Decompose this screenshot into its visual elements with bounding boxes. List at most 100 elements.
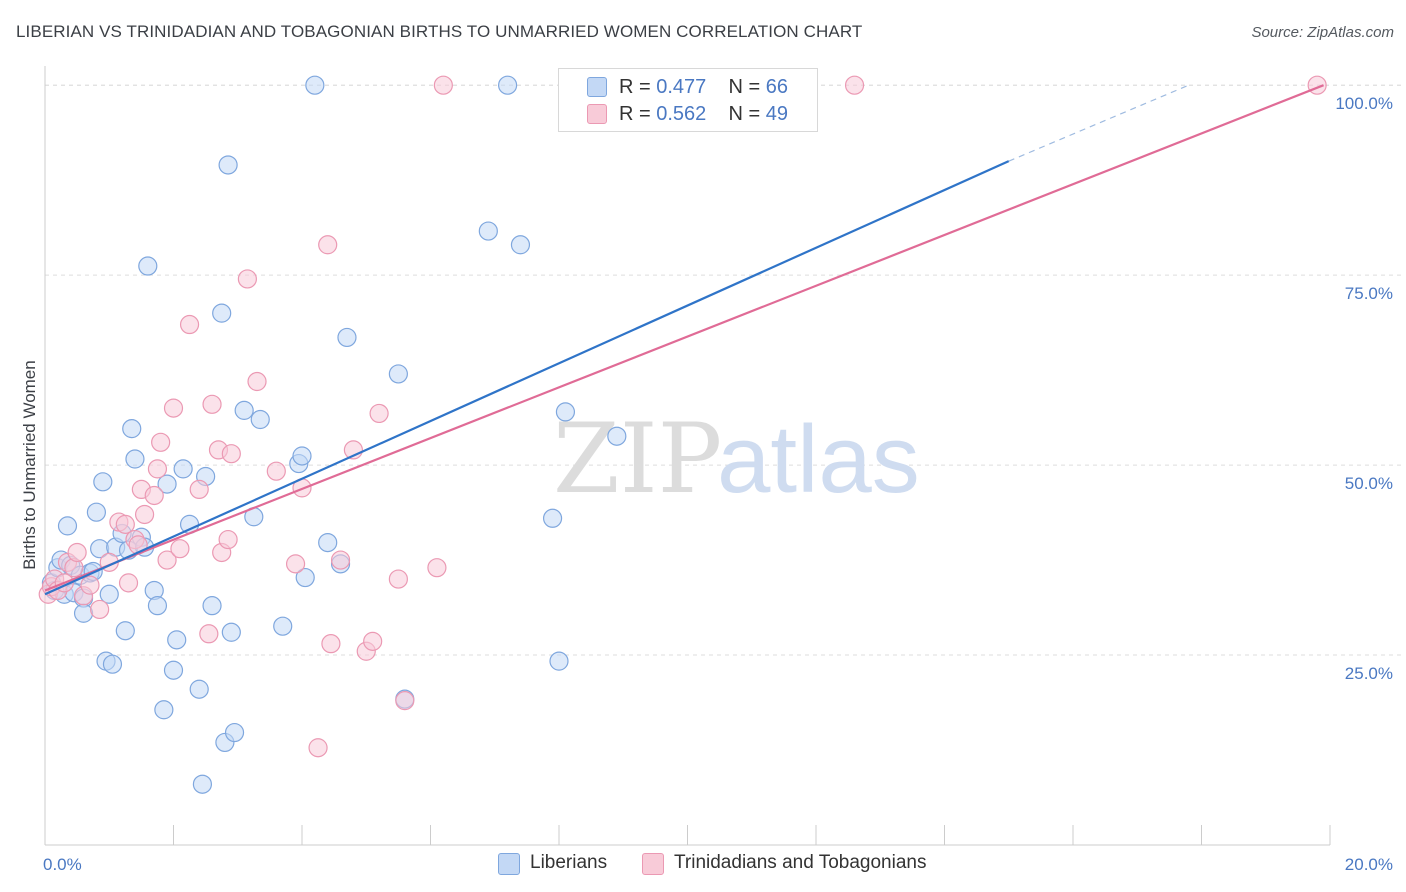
legend-n-label: N = [728, 103, 761, 125]
point-trinidadians [67, 542, 87, 563]
watermark-atlas: atlas [717, 406, 920, 513]
point-trinidadians [433, 75, 453, 95]
point-liberians [478, 221, 498, 241]
legend-n-value: 49 [765, 103, 789, 125]
x-tick-labels: 0.0% 20.0% [43, 855, 1393, 874]
watermark: ZIP atlas [553, 403, 920, 515]
point-trinidadians [427, 558, 447, 578]
point-trinidadians [147, 459, 168, 479]
legend-r-label: R = [619, 103, 651, 125]
y-axis-label: Births to Unmarried Women [20, 360, 39, 569]
point-liberians [498, 75, 518, 95]
point-liberians [510, 235, 531, 255]
point-liberians [292, 446, 312, 466]
watermark-zip: ZIP [553, 403, 722, 515]
point-liberians [607, 426, 627, 446]
point-trinidadians [285, 554, 306, 574]
y-tick-label: 25.0% [1345, 664, 1393, 683]
trend-line-trinidadians [44, 84, 1324, 592]
point-trinidadians [237, 269, 257, 289]
point-liberians [192, 774, 213, 794]
point-liberians [73, 603, 94, 623]
point-trinidadians [221, 444, 241, 464]
point-liberians [102, 654, 123, 674]
point-trinidadians [157, 550, 177, 570]
legend-n-value: 66 [765, 76, 789, 98]
point-liberians [147, 596, 168, 616]
point-trinidadians [363, 631, 383, 651]
point-trinidadians [202, 394, 222, 414]
point-liberians [305, 75, 325, 95]
point-liberians [173, 459, 193, 479]
point-trinidadians [266, 461, 286, 481]
point-liberians [167, 630, 187, 650]
point-liberians [86, 502, 107, 522]
point-liberians [318, 532, 338, 553]
bottom-legend-label-trinidadians: Trinidadians and Tobagonians [674, 852, 927, 873]
point-liberians [388, 364, 408, 384]
point-liberians [122, 419, 142, 439]
point-trinidadians [134, 504, 155, 525]
legend-r-label: R = [619, 76, 651, 98]
point-trinidadians [151, 432, 171, 452]
y-tick-labels: 25.0% 50.0% 75.0% 100.0% [1335, 94, 1393, 683]
point-liberians [125, 449, 145, 469]
legend-swatch-liberians [587, 77, 607, 97]
axes [44, 66, 1331, 846]
trend-lines [44, 84, 1324, 596]
point-trinidadians [247, 371, 267, 392]
legend-r-value: 0.477 [656, 76, 707, 98]
y-tick-label: 100.0% [1335, 94, 1393, 113]
point-trinidadians [308, 738, 328, 758]
point-trinidadians [395, 691, 415, 711]
point-trinidadians [330, 550, 351, 570]
legend-n-label: N = [728, 76, 761, 98]
bottom-legend-swatch-liberians [498, 853, 520, 875]
point-liberians [549, 651, 569, 671]
point-liberians [337, 327, 357, 348]
point-trinidadians [388, 569, 408, 589]
point-liberians [555, 402, 576, 422]
chart-title: LIBERIAN VS TRINIDADIAN AND TOBAGONIAN B… [16, 22, 863, 41]
trend-line-liberians [44, 160, 1010, 596]
point-liberians [221, 622, 241, 642]
legend-r-value: 0.562 [656, 103, 707, 125]
point-trinidadians [199, 624, 219, 644]
bottom-legend-label-liberians: Liberians [530, 852, 608, 873]
point-trinidadians [321, 634, 341, 654]
point-trinidadians [144, 485, 164, 506]
point-trinidadians [369, 403, 389, 424]
point-trinidadians [170, 539, 190, 559]
point-liberians [115, 621, 135, 641]
point-liberians [218, 155, 238, 175]
stats-legend: R = 0.477 N = 66 R = 0.562 N = 49 [558, 68, 818, 132]
bottom-legend-swatch-trinidadians [642, 853, 664, 875]
point-trinidadians [115, 514, 135, 534]
point-liberians [542, 508, 563, 528]
point-trinidadians [189, 479, 209, 500]
point-trinidadians [118, 573, 139, 593]
point-liberians [273, 616, 293, 636]
legend-swatch-trinidadians [587, 104, 607, 124]
point-liberians [154, 700, 174, 720]
point-liberians [250, 409, 270, 430]
point-trinidadians [179, 314, 200, 335]
x-tick-label: 0.0% [43, 855, 82, 874]
gridlines [45, 84, 1405, 656]
point-liberians [163, 660, 184, 680]
point-liberians [99, 584, 119, 604]
y-tick-label: 75.0% [1345, 284, 1393, 303]
point-liberians [212, 303, 232, 323]
points-trinidadians [38, 75, 1327, 758]
point-liberians [295, 567, 315, 588]
point-trinidadians [318, 235, 338, 255]
point-trinidadians [80, 575, 100, 595]
y-tick-label: 50.0% [1345, 474, 1393, 493]
source-label: Source: ZipAtlas.com [1251, 24, 1394, 41]
point-liberians [157, 474, 177, 494]
point-trinidadians [163, 398, 184, 418]
point-trinidadians [90, 599, 110, 620]
point-liberians [57, 516, 78, 536]
point-trinidadians [844, 75, 865, 95]
